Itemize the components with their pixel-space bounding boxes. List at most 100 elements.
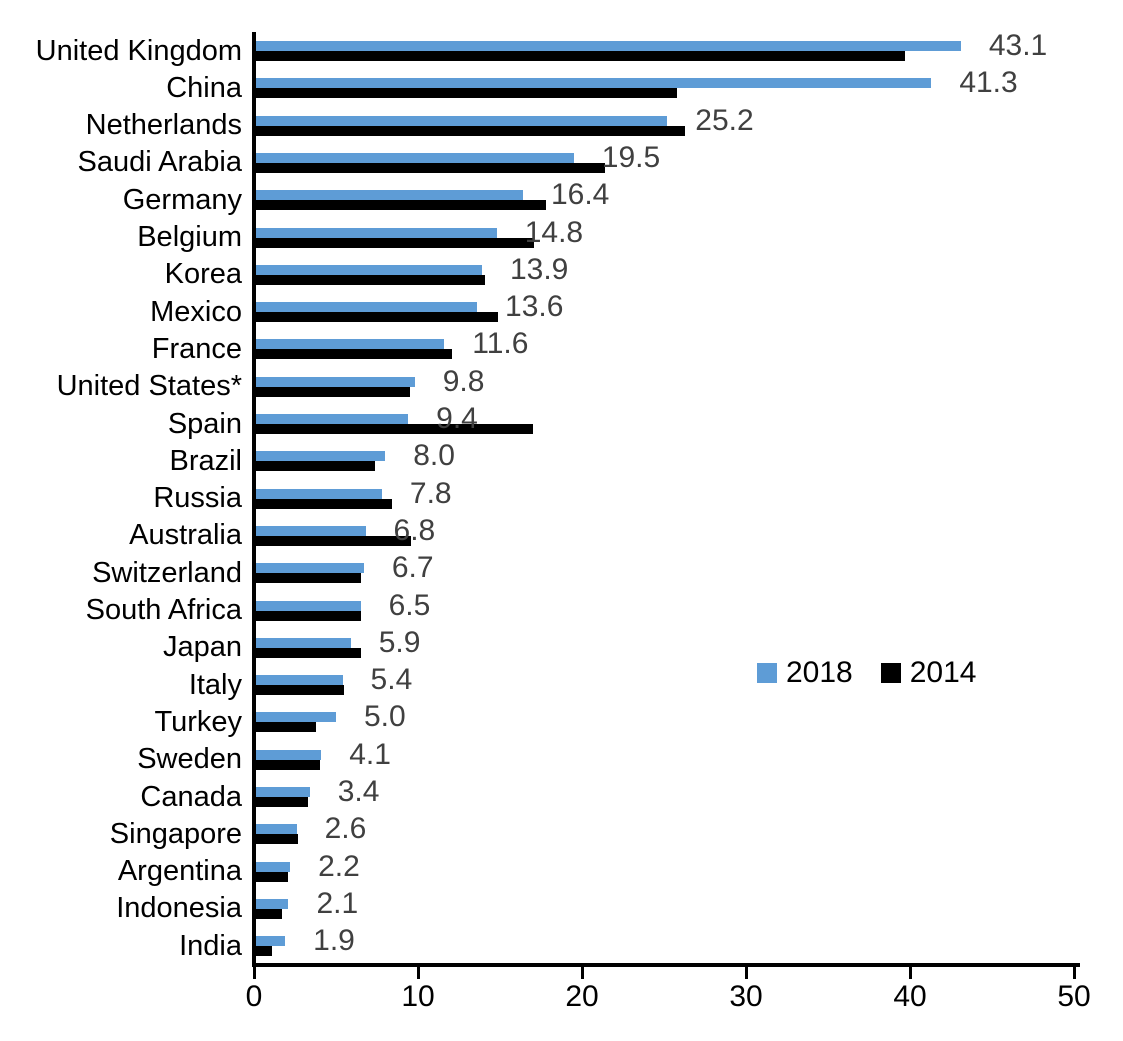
category-label: Saudi Arabia (77, 146, 242, 179)
bar-2014 (254, 908, 282, 919)
value-label: 16.4 (550, 178, 610, 212)
x-tick (909, 967, 912, 979)
category-label: Italy (188, 668, 242, 701)
bar-2018 (254, 227, 497, 238)
bar-2014 (254, 274, 486, 285)
value-label: 41.3 (959, 66, 1018, 100)
legend-swatch-2014 (880, 663, 901, 683)
x-tick (253, 967, 256, 979)
value-label: 6.8 (393, 513, 436, 547)
bar-2018 (254, 78, 932, 89)
category-label: Mexico (150, 295, 242, 328)
bar-2014 (254, 386, 410, 397)
x-tick-label: 20 (565, 980, 599, 1013)
bar-2018 (254, 637, 351, 648)
value-label: 14.8 (524, 215, 584, 249)
bar-2014 (254, 162, 605, 173)
bar-2018 (254, 414, 409, 424)
bar-2014 (254, 685, 345, 696)
bar-2014 (254, 722, 317, 733)
bar-2014 (254, 797, 309, 807)
bar-2014 (254, 871, 289, 882)
bar-2014 (254, 535, 412, 546)
x-tick-label: 0 (245, 980, 263, 1013)
bar-2014 (254, 312, 499, 323)
value-label: 11.6 (472, 327, 529, 361)
category-label: Japan (162, 631, 242, 664)
bar-2018 (254, 376, 415, 387)
x-tick (745, 967, 748, 979)
value-label: 6.5 (388, 588, 431, 622)
bar-2018 (254, 339, 445, 350)
category-label: Australia (129, 519, 242, 552)
category-label: China (166, 71, 242, 104)
bar-2014 (254, 237, 535, 248)
bar-2014 (254, 424, 533, 434)
bar-2018 (254, 749, 322, 760)
legend: 2018 2014 (757, 655, 977, 691)
value-label: 13.9 (509, 252, 569, 286)
category-label: Germany (122, 183, 242, 216)
x-tick (417, 967, 420, 979)
value-label: 4.1 (349, 737, 391, 771)
value-label: 9.8 (442, 364, 485, 398)
value-label: 5.9 (378, 625, 421, 659)
category-label: United Kingdom (35, 34, 242, 67)
bar-2014 (254, 610, 361, 621)
category-label: Spain (167, 407, 242, 440)
bar-2014 (254, 834, 299, 845)
bar-2018 (254, 302, 478, 313)
bar-2018 (254, 264, 482, 275)
x-tick-label: 30 (729, 980, 763, 1013)
value-label: 5.4 (370, 663, 413, 697)
bar-2018 (254, 563, 364, 574)
x-axis-line (252, 963, 1080, 967)
value-label: 2.1 (316, 886, 359, 920)
bar-2014 (254, 759, 320, 770)
value-label: 1.9 (313, 924, 355, 958)
x-tick-label: 50 (1057, 980, 1091, 1013)
bar-2014 (254, 461, 376, 472)
bar-2018 (254, 824, 297, 835)
category-label: France (151, 332, 242, 365)
x-tick (581, 967, 584, 979)
category-label: Turkey (154, 705, 242, 738)
bar-2014 (254, 125, 686, 136)
bar-2018 (254, 600, 361, 611)
x-tick-label: 40 (893, 980, 927, 1013)
category-label: Argentina (117, 855, 242, 888)
bar-2018 (254, 152, 574, 163)
bar-2018 (254, 525, 366, 536)
bar-2014 (254, 51, 906, 61)
bar-2018 (254, 41, 961, 51)
bar-2018 (254, 451, 386, 462)
bar-2014 (254, 647, 361, 658)
category-label: Indonesia (116, 892, 242, 925)
bar-2014 (254, 573, 361, 584)
value-label: 7.8 (409, 476, 452, 510)
bar-2014 (254, 946, 273, 957)
bar-2018 (254, 787, 310, 797)
category-label: Singapore (109, 817, 242, 850)
bar-2018 (254, 936, 286, 947)
bar-2018 (254, 115, 668, 126)
value-label: 2.2 (318, 849, 360, 883)
legend-label-2014: 2014 (909, 656, 977, 689)
bar-2018 (254, 712, 336, 723)
legend-swatch-2018 (757, 663, 777, 683)
value-label: 43.1 (988, 29, 1048, 62)
legend-label-2018: 2018 (786, 656, 853, 689)
bar-2014 (254, 498, 392, 509)
value-label: 13.6 (505, 290, 564, 324)
category-label: Switzerland (92, 556, 242, 589)
category-label: Russia (153, 482, 242, 515)
x-tick (1073, 967, 1076, 979)
category-label: Belgium (137, 221, 242, 253)
value-label: 19.5 (601, 140, 661, 174)
bar-2014 (254, 349, 453, 360)
category-label: Netherlands (85, 109, 242, 142)
bar-2018 (254, 488, 382, 499)
value-label: 9.4 (436, 402, 478, 435)
y-axis-line (252, 32, 256, 966)
